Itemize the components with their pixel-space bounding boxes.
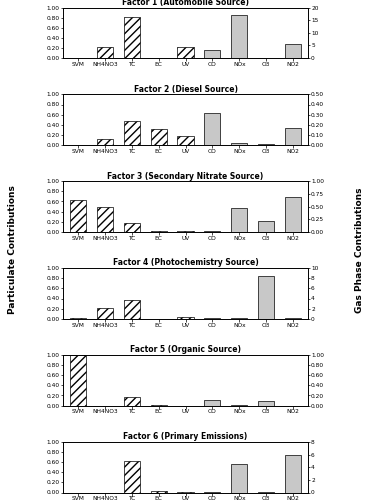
Bar (231, 15, 247, 58)
Text: Gas Phase Contributions: Gas Phase Contributions (355, 187, 364, 313)
Bar (124, 16, 140, 58)
Bar (258, 220, 274, 232)
Bar (285, 454, 301, 492)
Bar (258, 276, 274, 318)
Title: Factor 4 (Photochemistry Source): Factor 4 (Photochemistry Source) (113, 258, 258, 268)
Bar (231, 143, 247, 145)
Bar (285, 128, 301, 145)
Title: Factor 6 (Primary Emissions): Factor 6 (Primary Emissions) (124, 432, 247, 441)
Title: Factor 2 (Diesel Source): Factor 2 (Diesel Source) (134, 84, 237, 94)
Bar (285, 44, 301, 58)
Text: Particulate Contributions: Particulate Contributions (9, 186, 17, 314)
Bar (258, 144, 274, 145)
Title: Factor 3 (Secondary Nitrate Source): Factor 3 (Secondary Nitrate Source) (107, 172, 264, 180)
Bar (97, 308, 113, 318)
Bar (204, 400, 220, 406)
Bar (177, 317, 194, 318)
Bar (124, 461, 140, 492)
Bar (97, 47, 113, 58)
Bar (204, 50, 220, 58)
Bar (231, 208, 247, 232)
Bar (124, 397, 140, 406)
Bar (231, 404, 247, 406)
Bar (204, 112, 220, 145)
Bar (124, 300, 140, 318)
Bar (258, 400, 274, 406)
Bar (285, 198, 301, 232)
Title: Factor 1 (Automobile Source): Factor 1 (Automobile Source) (122, 0, 249, 6)
Bar (97, 206, 113, 232)
Bar (70, 355, 86, 406)
Bar (97, 139, 113, 145)
Bar (70, 200, 86, 232)
Bar (151, 404, 167, 406)
Title: Factor 5 (Organic Source): Factor 5 (Organic Source) (130, 346, 241, 354)
Bar (151, 128, 167, 145)
Bar (124, 223, 140, 232)
Bar (177, 47, 194, 58)
Bar (177, 136, 194, 145)
Bar (204, 231, 220, 232)
Bar (231, 464, 247, 492)
Bar (124, 121, 140, 145)
